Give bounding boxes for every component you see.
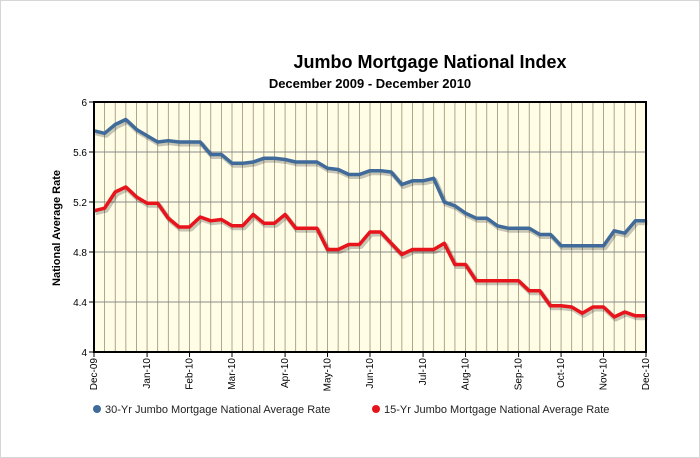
series-shadow-1 bbox=[94, 186, 648, 322]
legend-label-30yr: 30-Yr Jumbo Mortgage National Average Ra… bbox=[105, 404, 330, 416]
series-line-0[interactable] bbox=[93, 117, 646, 248]
x-axis-ticks: Dec-09 Jan-10 Feb-10 Mar-10 Apr-10 May-10 Jun-… bbox=[89, 352, 652, 391]
chart-subtitle: December 2009 - December 2010 bbox=[269, 76, 471, 91]
x-tick-label: Nov-10 bbox=[599, 358, 610, 391]
x-tick-label: May-10 bbox=[323, 358, 334, 392]
y-axis-ticks: 4 4.4 4.8 5.2 5.6 6 bbox=[73, 98, 94, 359]
x-tick-label: Jun-10 bbox=[365, 358, 376, 389]
x-tick-label: Dec-09 bbox=[89, 358, 100, 391]
x-tick-label: Jul-10 bbox=[418, 358, 429, 386]
x-tick-label: Jan-10 bbox=[142, 358, 153, 389]
y-tick-label: 4.4 bbox=[73, 298, 87, 309]
x-tick-label: Aug-10 bbox=[461, 358, 472, 391]
y-tick-label: 4.8 bbox=[73, 248, 87, 259]
y-tick-label: 6 bbox=[81, 98, 87, 109]
x-tick-label: Oct-10 bbox=[556, 358, 567, 388]
chart-title: Jumbo Mortgage National Index bbox=[293, 52, 566, 72]
x-tick-label: Apr-10 bbox=[280, 358, 291, 388]
x-tick-label: Feb-10 bbox=[185, 358, 196, 390]
legend-marker-30yr bbox=[93, 405, 101, 413]
x-tick-label: Dec-10 bbox=[641, 358, 652, 391]
legend-item-30yr[interactable]: 30-Yr Jumbo Mortgage National Average Ra… bbox=[93, 404, 330, 416]
x-tick-label: Sep-10 bbox=[514, 358, 525, 391]
series-line-1[interactable] bbox=[93, 185, 646, 319]
series-layer bbox=[93, 117, 648, 322]
y-tick-label: 5.2 bbox=[73, 198, 87, 209]
legend: 30-Yr Jumbo Mortgage National Average Ra… bbox=[93, 404, 609, 416]
y-tick-label: 4 bbox=[81, 348, 87, 359]
y-tick-label: 5.6 bbox=[73, 148, 87, 159]
legend-item-15yr[interactable]: 15-Yr Jumbo Mortgage National Average Ra… bbox=[372, 404, 609, 416]
legend-marker-15yr bbox=[372, 405, 380, 413]
legend-label-15yr: 15-Yr Jumbo Mortgage National Average Ra… bbox=[384, 404, 609, 416]
x-tick-label: Mar-10 bbox=[227, 358, 238, 390]
y-axis-label: National Average Rate bbox=[51, 170, 63, 286]
